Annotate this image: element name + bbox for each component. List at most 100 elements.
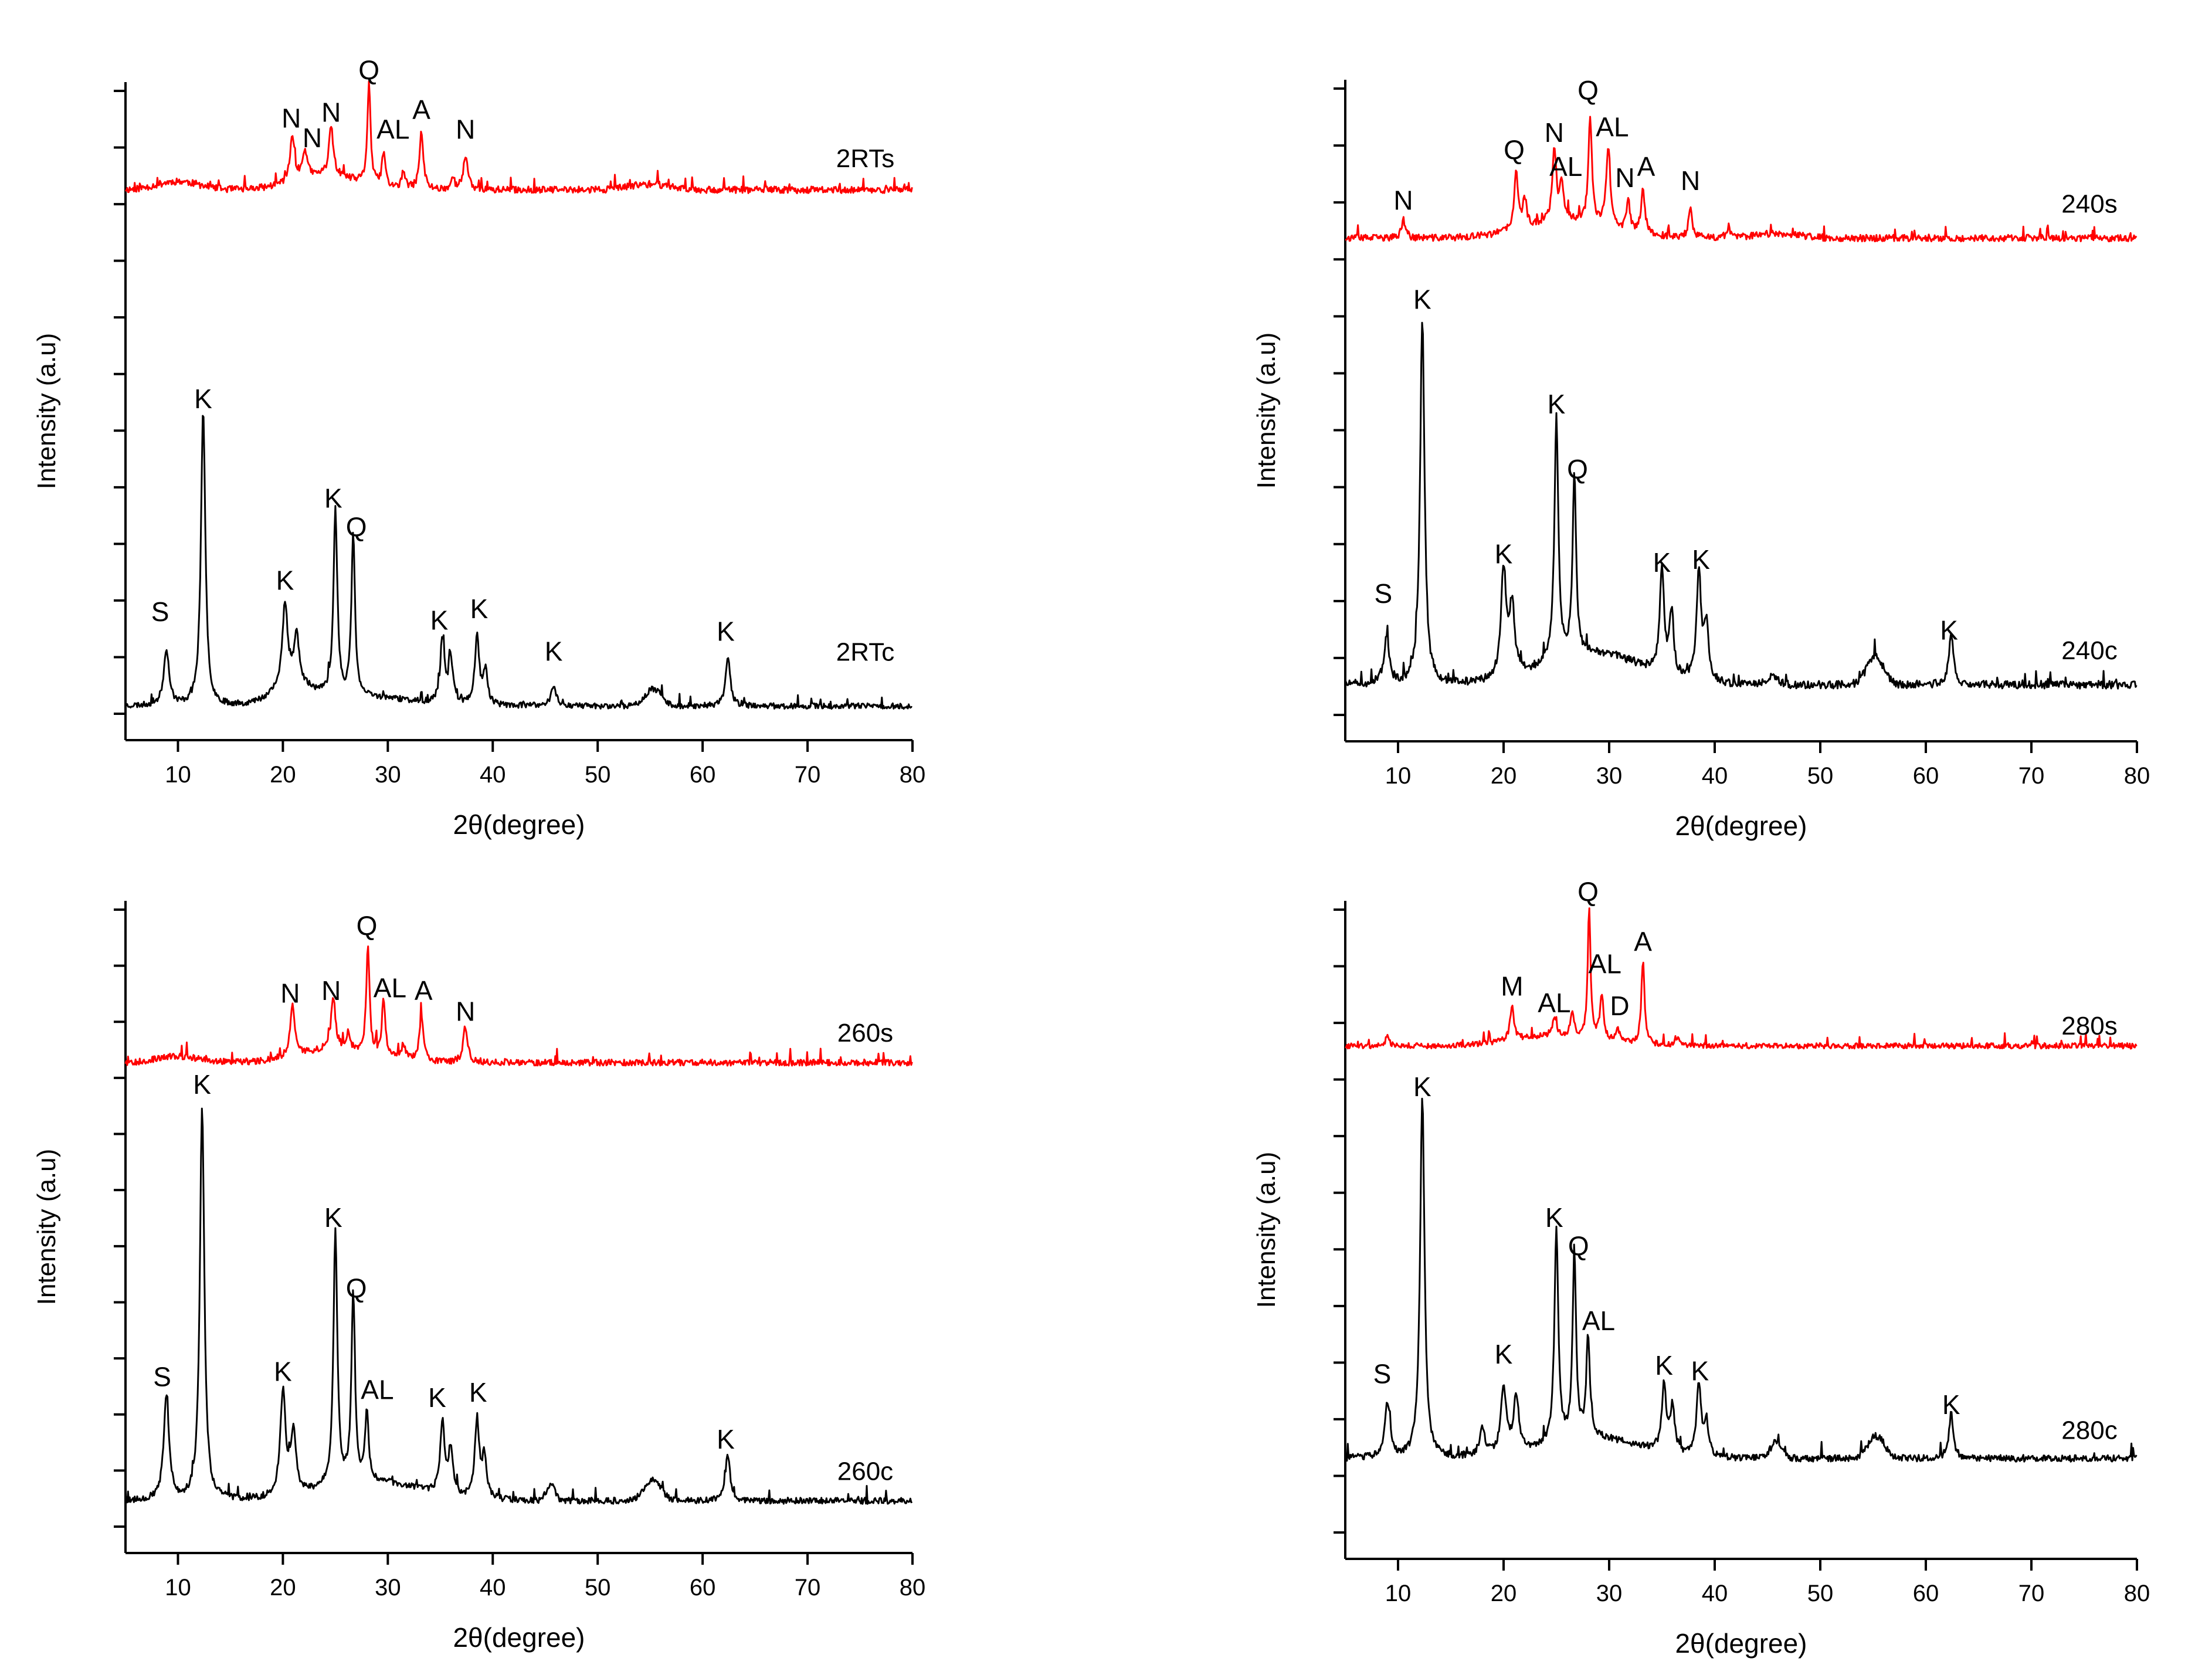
peak-label: S bbox=[151, 596, 169, 627]
y-axis-title: Intensity (a.u) bbox=[32, 333, 61, 490]
peak-label: AL bbox=[1582, 1306, 1615, 1336]
peak-label: K bbox=[1545, 1202, 1563, 1233]
peak-label: Q bbox=[1567, 454, 1588, 484]
peak-label: K bbox=[1653, 547, 1671, 578]
x-tick-label: 80 bbox=[2124, 1581, 2150, 1606]
x-tick-label: 50 bbox=[1807, 1581, 1834, 1606]
peak-label: K bbox=[717, 1424, 735, 1454]
x-tick-label: 60 bbox=[690, 762, 716, 788]
peak-label: K bbox=[193, 1069, 211, 1100]
peak-label: AL bbox=[1538, 988, 1570, 1018]
peak-label: AL bbox=[376, 114, 409, 145]
series-label: 260c bbox=[837, 1457, 893, 1486]
x-tick-label: 60 bbox=[1913, 763, 1939, 789]
peak-label: N bbox=[456, 114, 475, 145]
peak-label: AL bbox=[361, 1375, 393, 1405]
peak-label: K bbox=[469, 1377, 487, 1408]
series-line-260s bbox=[124, 945, 913, 1067]
peak-label: N bbox=[321, 975, 341, 1006]
peak-label: A bbox=[1634, 927, 1652, 957]
peak-label: A bbox=[1637, 151, 1655, 182]
series-label: 2RTs bbox=[836, 144, 894, 173]
peak-label: Q bbox=[1577, 876, 1599, 907]
peak-label: K bbox=[194, 384, 212, 414]
peak-label: Q bbox=[346, 511, 367, 542]
peak-label: N bbox=[321, 97, 341, 128]
peak-label: Q bbox=[1568, 1230, 1589, 1261]
xrd-panel-bottom-right: 10 20 30 40 50 60 70 80 2θ(degree) Intensity (a.u… bbox=[1252, 876, 2150, 1659]
peak-label: Q bbox=[1504, 134, 1525, 165]
x-tick-label: 40 bbox=[1702, 763, 1728, 789]
peak-label: S bbox=[153, 1361, 171, 1392]
x-axis-title: 2θ(degree) bbox=[1675, 811, 1807, 841]
series-line-280s bbox=[1345, 907, 2138, 1050]
peak-label: A bbox=[415, 975, 433, 1006]
peak-label: S bbox=[1373, 1358, 1392, 1389]
peak-label: AL bbox=[1549, 151, 1582, 182]
peak-label: AL bbox=[374, 973, 406, 1003]
x-tick-label: 80 bbox=[900, 1575, 926, 1601]
x-tick-label: 30 bbox=[1596, 763, 1623, 789]
x-tick-label: 70 bbox=[2018, 763, 2045, 789]
peak-label: K bbox=[1691, 1356, 1709, 1386]
x-tick-label: 20 bbox=[270, 762, 296, 788]
peak-label: A bbox=[412, 94, 430, 125]
peak-label: K bbox=[324, 1202, 342, 1233]
x-tick-label: 80 bbox=[2124, 763, 2150, 789]
xrd-panel-top-left: 10 20 30 40 50 60 70 80 2θ(degree) Intensity (a.u… bbox=[32, 55, 925, 840]
xrd-panel-bottom-left: 10 20 30 40 50 60 70 80 2θ(degree) Intensity (a.u… bbox=[32, 901, 925, 1653]
series-line-280c bbox=[1345, 1097, 2138, 1463]
series-label: 260s bbox=[837, 1019, 893, 1047]
x-tick-label: 40 bbox=[480, 762, 506, 788]
peak-label: K bbox=[324, 483, 342, 513]
series-line-240c bbox=[1344, 321, 2138, 690]
peak-label: N bbox=[456, 996, 475, 1027]
x-tick-label: 40 bbox=[1702, 1581, 1728, 1606]
x-tick-label: 30 bbox=[1596, 1581, 1623, 1606]
peak-label: D bbox=[1610, 991, 1629, 1021]
series-line-2RTc bbox=[124, 415, 912, 710]
peak-label: K bbox=[470, 594, 488, 624]
series-line-2RTs bbox=[124, 80, 913, 195]
series-line-260c bbox=[124, 1107, 913, 1505]
x-axis-title: 2θ(degree) bbox=[453, 1622, 585, 1653]
peak-label: K bbox=[1548, 389, 1566, 419]
x-tick-label: 80 bbox=[900, 762, 926, 788]
peak-label: N bbox=[1615, 162, 1634, 193]
y-axis-title: Intensity (a.u) bbox=[32, 1149, 61, 1306]
x-axis-title: 2θ(degree) bbox=[1675, 1628, 1807, 1659]
x-tick-label: 10 bbox=[165, 762, 191, 788]
peak-label: K bbox=[1942, 1389, 1960, 1420]
series-label: 280s bbox=[2061, 1012, 2117, 1040]
peak-label: N bbox=[1681, 165, 1700, 196]
x-tick-label: 40 bbox=[480, 1575, 506, 1601]
peak-label: Q bbox=[357, 910, 378, 941]
x-tick-label: 50 bbox=[585, 1575, 611, 1601]
y-axis-title: Intensity (a.u) bbox=[1252, 1152, 1281, 1308]
peak-label: M bbox=[1501, 971, 1523, 1002]
x-tick-label: 20 bbox=[1491, 1581, 1517, 1606]
x-tick-label: 30 bbox=[375, 762, 401, 788]
peak-label: K bbox=[545, 636, 563, 667]
peak-label: K bbox=[276, 565, 294, 596]
x-tick-label: 60 bbox=[690, 1575, 716, 1601]
x-tick-label: 60 bbox=[1913, 1581, 1939, 1606]
xrd-panel-top-right: 10 20 30 40 50 60 70 80 2θ(degree) Intensity (a.u… bbox=[1252, 75, 2150, 841]
peak-label: AL bbox=[1589, 949, 1621, 979]
peak-label: K bbox=[1413, 284, 1431, 314]
peak-label: K bbox=[1940, 615, 1958, 645]
peak-label: AL bbox=[1596, 111, 1629, 142]
x-tick-label: 70 bbox=[795, 762, 821, 788]
series-label: 2RTc bbox=[836, 638, 894, 667]
x-tick-label: 30 bbox=[375, 1575, 401, 1601]
peak-label: N bbox=[1545, 117, 1564, 148]
peak-label: K bbox=[428, 1382, 446, 1413]
series-label: 240s bbox=[2061, 190, 2117, 219]
peak-label: K bbox=[274, 1356, 292, 1386]
x-tick-label: 50 bbox=[585, 762, 611, 788]
peak-label: N bbox=[303, 123, 322, 153]
peak-label: N bbox=[280, 978, 300, 1008]
x-tick-label: 10 bbox=[1385, 1581, 1412, 1606]
peak-label: N bbox=[281, 103, 301, 133]
